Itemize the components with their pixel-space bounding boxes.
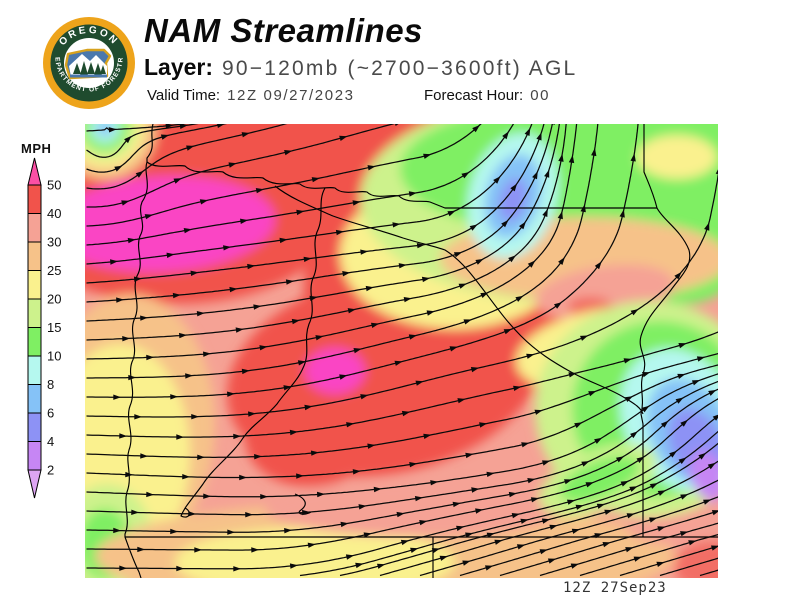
- layer-value: 90−120mb (~2700−3600ft) AGL: [222, 57, 578, 80]
- legend-segment: [27, 327, 42, 357]
- layer-label: Layer:: [144, 54, 214, 80]
- legend-tick-label: 15: [47, 320, 61, 335]
- legend-segment: [27, 355, 42, 385]
- logo-state-scene: [64, 48, 112, 80]
- legend-tick-label: 50: [47, 178, 61, 193]
- legend-segment: [27, 270, 42, 300]
- legend-tick-label: 4: [47, 434, 54, 449]
- legend-segment: [27, 213, 42, 243]
- wind-streamlines: [86, 124, 718, 577]
- streamline-map: [85, 124, 718, 578]
- valid-time-line: Valid Time: 12Z 09/27/2023: [147, 87, 355, 104]
- legend-tick-label: 2: [47, 463, 54, 478]
- legend-tick-label: 30: [47, 235, 61, 250]
- forecast-hour-value: 00: [530, 87, 551, 104]
- legend-tick-label: 10: [47, 349, 61, 364]
- logo-trees-icon: [73, 61, 106, 75]
- speed-contour-region: [175, 527, 455, 578]
- speed-contour-region: [265, 481, 565, 537]
- legend-segment: [27, 184, 42, 214]
- washington-idaho-border: [643, 124, 658, 209]
- streamline-arrowheads: [108, 124, 718, 572]
- layer-line: Layer: 90−120mb (~2700−3600ft) AGL: [144, 54, 577, 81]
- district-boundary-diagonal: [274, 185, 644, 415]
- odf-logo: OREGON DEPARTMENT OF FORESTRY: [43, 17, 135, 109]
- valid-time-label: Valid Time:: [147, 87, 221, 104]
- legend-segment: [27, 241, 42, 271]
- legend-segment: [27, 441, 42, 471]
- legend-tick-label: 8: [47, 377, 54, 392]
- speed-contour-region: [637, 135, 717, 179]
- legend-tick-label: 20: [47, 292, 61, 307]
- legend-segment: [27, 384, 42, 414]
- forecast-hour-label: Forecast Hour:: [424, 87, 524, 104]
- legend-above-max-arrow: [27, 157, 42, 186]
- wind-speed-colorbar: 50 40 30 25 20 15 10 8 6 4 2: [27, 157, 61, 499]
- snake-river-border: [639, 207, 691, 537]
- legend-segment: [27, 412, 42, 442]
- speed-contour-region: [305, 348, 365, 394]
- speed-contour-region: [560, 456, 640, 502]
- legend-segment: [27, 298, 42, 328]
- legend-unit-label: MPH: [21, 141, 52, 156]
- speed-contour-region: [499, 178, 527, 222]
- speed-contour-region: [689, 450, 718, 502]
- valid-time-value: 12Z 09/27/2023: [227, 87, 355, 104]
- speed-contour-region: [245, 391, 375, 487]
- forecast-hour-line: Forecast Hour: 00: [424, 87, 550, 104]
- page-title: NAM Streamlines: [144, 12, 423, 49]
- legend-tick-label: 6: [47, 406, 54, 421]
- legend-tick-label: 40: [47, 206, 61, 221]
- logo-water-band: [70, 74, 107, 78]
- speed-contour-field: [85, 124, 718, 578]
- map-timestamp: 12Z 27Sep23: [563, 580, 667, 596]
- legend-below-min-arrow: [27, 469, 42, 499]
- coastline: [124, 124, 154, 578]
- legend-tick-label: 25: [47, 263, 61, 278]
